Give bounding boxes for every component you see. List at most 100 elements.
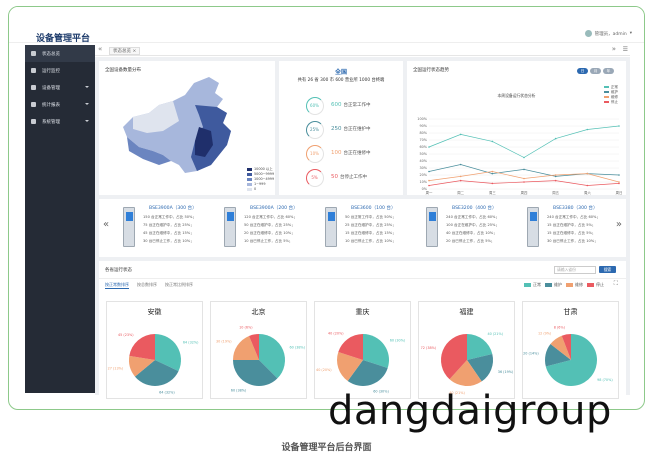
sidebar-item-2[interactable]: 设备管理 [25,79,95,96]
device-stat-line: 10 台已停止工作，占比 10%； [345,239,396,243]
search-button[interactable]: 搜索 [599,266,616,273]
tab-bar: « 状态总览 × » ☰ [95,45,630,56]
pie-slice [129,355,155,377]
series-line-0 [428,125,620,158]
device-card[interactable]: BSE3900A（200 台） 120 台正常工作中，占比 60%； 50 台正在维… [216,205,312,251]
trend-legend: 正常 维护 维修 停止 [603,85,618,105]
data-point [428,179,430,182]
brand-watermark: dangdaigroup [328,388,612,434]
device-stat-line: 40 台正在维修中，占比 10%； [446,231,497,235]
region-name: 甘肃 [563,308,578,316]
province-search-input[interactable]: 请输入省份 [554,266,596,274]
sidebar-item-label: 系统管理 [42,119,60,125]
trend-legend-label: 维修 [610,95,618,99]
stat-ring: 25% [306,121,324,139]
stat-text: 台正常工作中 [343,103,371,108]
region-legend-label: 正常 [533,282,541,287]
sort-tab-0[interactable]: 按正常数排序 [105,282,129,289]
data-point [491,170,494,173]
device-card[interactable]: BSE3380（300 台） 240 台正常工作中，占比 60%； 15 台正在维护… [519,205,615,251]
legend-swatch [587,283,594,287]
data-point [459,133,462,136]
app-window: 设备管理平台 管理员，admin ▾ 状态总览 运行监控 设备管理 统计报表 系统管理 … [8,6,645,410]
scroll-left-icon[interactable]: « [98,45,103,53]
legend-swatch [545,283,552,287]
region-card[interactable]: 甘肃 98 (70%) 20 (14%) 12 (9%) 8 (6%) [522,301,619,399]
data-point [618,174,620,176]
map-central-region [195,127,213,157]
sort-tab-1[interactable]: 按总数排序 [137,282,157,287]
kiosk-screen [126,212,133,221]
pie-label: 45 (23%) [118,333,134,337]
pie-label: 60 (38%) [231,388,247,392]
kiosk-icon [123,207,135,247]
device-card[interactable]: BSE3600（100 台） 50 台正常工作中，占比 50%； 25 台正在维护中… [317,205,413,251]
data-point [618,181,620,183]
device-name[interactable]: BSE3380（300 台） [553,206,598,211]
period-toggle-1[interactable]: 月 [590,68,601,74]
avatar [584,30,592,37]
device-card[interactable]: BSE3900A（300 台） 150 台正常工作中，占比 50%； 75 台正在维… [115,205,211,251]
sidebar-item-icon [31,102,36,107]
device-name[interactable]: BSE3900A（200 台） [250,206,298,211]
scroll-right-icon[interactable]: » [611,45,616,53]
device-stat-line: 20 台正在维修中，占比 10%； [244,231,295,235]
x-tick-label: 周日 [616,190,623,195]
region-card[interactable]: 重庆 60 (30%) 60 (30%) 40 (20%) 40 (20%) [314,301,411,399]
device-name[interactable]: BSE3200（400 台） [452,206,497,211]
pie-label: 40 (21%) [487,332,503,336]
region-card[interactable]: 安徽 64 (32%) 64 (32%) 27 (13%) 45 (23%) [106,301,203,399]
sidebar-item-0[interactable]: 状态总览 [25,45,95,62]
data-point [523,156,525,159]
map-title: 全国设备数量分布 [105,68,141,73]
close-icon[interactable]: × [132,49,137,54]
expand-icon[interactable]: ⛶ [613,280,618,287]
tab-overview[interactable]: 状态总览 × [109,47,141,55]
menu-icon[interactable]: ☰ [622,46,628,53]
kiosk-screen [530,212,537,221]
device-card[interactable]: BSE3200（400 台） 240 台正常工作中，占比 60%； 100 台正在维… [418,205,514,251]
carousel-next-icon[interactable]: » [615,219,622,230]
period-toggle-2[interactable]: 年 [603,68,614,74]
user-menu[interactable]: 管理员，admin ▾ [584,30,632,37]
pie-label: 40 (20%) [316,368,332,372]
device-stat-line: 25 台正在维护中，占比 25%； [345,223,396,227]
sidebar-item-1[interactable]: 运行监控 [25,62,95,79]
device-stat-line: 15 台正在维护中，占比 5%； [547,223,596,227]
pie-label: 30 (19%) [216,340,232,344]
stat-percent: 10% [310,151,319,156]
pie-slice [467,353,493,382]
map-legend-label: 5000~9999 [254,172,275,176]
pie-label: 72 (38%) [421,346,437,350]
y-tick-label: 80% [419,131,427,135]
chevron-down-icon: ▾ [629,31,632,36]
region-card[interactable]: 北京 60 (38%) 60 (38%) 30 (19%) 10 (6%) [210,301,307,399]
kiosk-icon [325,207,337,247]
stat-text: 台正在维护中 [343,127,371,132]
pie-label: 64 (32%) [159,391,175,395]
region-name: 重庆 [355,308,370,316]
device-stat-line: 75 台正在维护中，占比 25%； [143,223,194,227]
sort-tab-2[interactable]: 按正常比例排序 [165,282,193,287]
sidebar-item-4[interactable]: 系统管理 [25,113,95,130]
region-card[interactable]: 福建 40 (21%) 36 (19%) 40 (21%) 72 (38%) [418,301,515,399]
map-legend-item: 5000~9999 [247,172,274,177]
legend-swatch [566,283,573,287]
device-name[interactable]: BSE3900A（300 台） [149,206,197,211]
data-point [523,177,525,180]
stat-percent: 5% [311,175,318,180]
device-name[interactable]: BSE3600（100 台） [351,206,396,211]
region-legend-label: 维修 [575,282,583,287]
region-pie: 64 (32%) 64 (32%) 27 (13%) 45 (23%) [108,333,200,395]
sidebar-item-icon [31,85,36,90]
x-tick-label: 周五 [552,190,559,195]
region-pie: 60 (30%) 60 (30%) 40 (20%) 40 (20%) [316,331,406,393]
pie-label: 40 (20%) [328,331,344,335]
data-point [459,175,462,178]
data-point [459,163,462,166]
carousel-prev-icon[interactable]: « [103,219,110,230]
sidebar-item-3[interactable]: 统计报表 [25,96,95,113]
pie-label: 60 (38%) [289,345,305,349]
pie-label: 27 (13%) [108,367,124,371]
period-toggle-0[interactable]: 日 [577,68,588,74]
